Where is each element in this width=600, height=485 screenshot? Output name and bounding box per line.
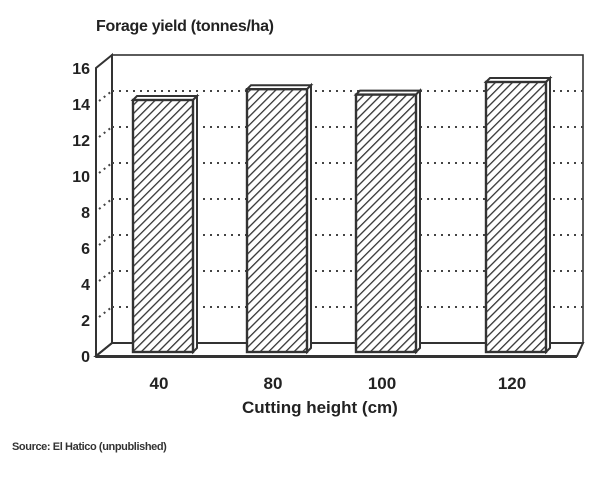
y-tick-label: 16: [72, 61, 90, 78]
y-tick-label: 10: [72, 169, 90, 186]
y-tick-label: 4: [81, 277, 90, 294]
y-tick-label: 6: [81, 241, 90, 258]
y-tick-label: 0: [81, 349, 90, 366]
bars: [130, 75, 553, 355]
bar: [353, 88, 423, 355]
chart-title: Forage yield (tonnes/ha): [96, 18, 274, 35]
x-tick-label: 120: [498, 374, 526, 393]
y-axis-ticks: 0 2 4 6 8 10 12 14 16: [72, 61, 90, 366]
bar: [483, 75, 553, 355]
source-note: Source: El Hatico (unpublished): [12, 441, 167, 453]
y-tick-label: 2: [81, 313, 90, 330]
bar: [130, 93, 200, 355]
x-tick-label: 80: [264, 374, 283, 393]
y-tick-label: 8: [81, 205, 90, 222]
bar: [244, 82, 314, 355]
y-tick-label: 14: [72, 97, 90, 114]
x-axis-categories: 40 80 100 120: [150, 374, 527, 393]
x-tick-label: 100: [368, 374, 396, 393]
x-tick-label: 40: [150, 374, 169, 393]
y-tick-label: 12: [72, 133, 90, 150]
